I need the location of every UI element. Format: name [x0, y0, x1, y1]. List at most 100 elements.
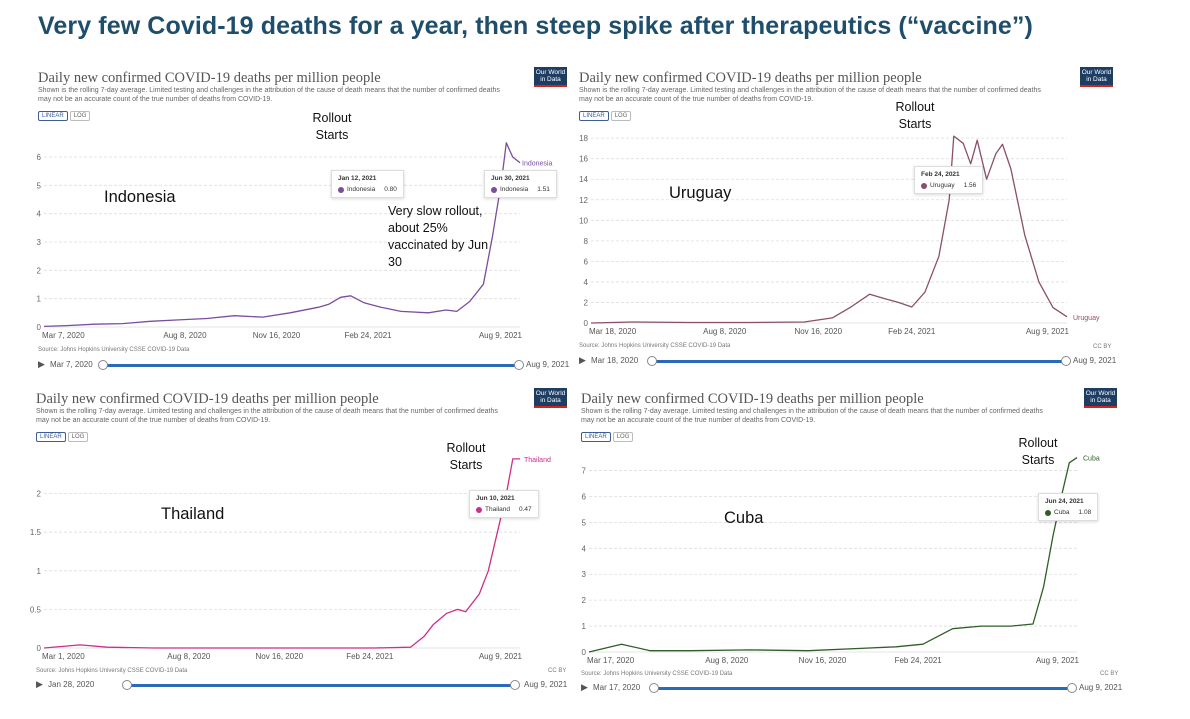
log-toggle[interactable]: LOG	[69, 111, 91, 121]
timeline-end-label: Aug 9, 2021	[526, 360, 570, 369]
y-tick-label: 10	[579, 216, 588, 225]
play-icon[interactable]: ▶	[36, 679, 43, 689]
chart-title: Daily new confirmed COVID-19 deaths per …	[36, 391, 379, 407]
linear-toggle[interactable]: LINEAR	[581, 432, 611, 442]
timeline-end-label: Aug 9, 2021	[1073, 356, 1117, 365]
timeline-start-label: Jan 28, 2020	[48, 680, 95, 689]
owid-logo[interactable]: Our World in Data	[1080, 67, 1113, 87]
y-tick-label: 0	[584, 319, 589, 328]
timeline-start-handle[interactable]	[649, 683, 659, 693]
timeline-slider[interactable]: ▶ Mar 17, 2020 Aug 9, 2021	[581, 682, 1122, 694]
country-label: Indonesia	[104, 188, 176, 206]
chart-panel-uruguay: Daily new confirmed COVID-19 deaths per …	[575, 62, 1120, 372]
x-tick-label: Aug 9, 2021	[479, 331, 523, 340]
log-toggle[interactable]: LOG	[612, 432, 634, 442]
scale-toggle: LINEAR LOG	[579, 111, 632, 121]
y-tick-label: 2	[37, 266, 42, 275]
owid-logo[interactable]: Our World in Data	[534, 67, 567, 87]
y-tick-label: 0.5	[30, 605, 42, 614]
y-tick-label: 1	[37, 567, 42, 576]
scale-toggle: LINEAR LOG	[581, 432, 634, 442]
country-label: Thailand	[161, 505, 225, 523]
slow-rollout-note: Very slow rollout, about 25% vaccinated by…	[388, 204, 489, 269]
linear-toggle[interactable]: LINEAR	[38, 111, 68, 121]
timeline-end-handle[interactable]	[510, 680, 520, 690]
owid-logo[interactable]: Our World in Data	[1084, 388, 1117, 408]
source-note: Source: Johns Hopkins University CSSE CO…	[579, 343, 731, 349]
tooltip: Jun 10, 2021 Thailand 0.47	[469, 490, 539, 518]
scale-toggle: LINEAR LOG	[36, 432, 89, 442]
country-label: Uruguay	[669, 184, 732, 202]
linear-toggle[interactable]: LINEAR	[36, 432, 66, 442]
y-tick-label: 0	[37, 323, 42, 332]
chart-subtitle: Shown is the rolling 7-day average. Limi…	[38, 87, 500, 103]
series-label: Uruguay	[1073, 315, 1100, 322]
license-label: CC BY	[548, 668, 567, 674]
timeline-start-label: Mar 17, 2020	[593, 683, 641, 692]
timeline-slider[interactable]: ▶ Jan 28, 2020 Aug 9, 2021	[36, 679, 570, 691]
x-tick-label: Nov 16, 2020	[253, 331, 301, 340]
source-note: Source: Johns Hopkins University CSSE CO…	[38, 347, 190, 353]
series-label: Cuba	[1083, 456, 1100, 463]
x-tick-label: Nov 16, 2020	[794, 327, 842, 336]
license-label: CC BY	[1093, 344, 1112, 350]
log-toggle[interactable]: LOG	[67, 432, 89, 442]
play-icon[interactable]: ▶	[579, 355, 586, 365]
y-tick-label: 5	[582, 518, 587, 527]
timeline-end-handle[interactable]	[514, 360, 524, 370]
timeline-start-handle[interactable]	[98, 360, 108, 370]
y-tick-label: 2	[582, 596, 587, 605]
scale-toggle: LINEAR LOG	[38, 111, 91, 121]
source-note: Source: Johns Hopkins University CSSE CO…	[581, 671, 733, 677]
y-tick-label: 12	[579, 196, 588, 205]
play-icon[interactable]: ▶	[581, 682, 588, 692]
y-tick-label: 6	[37, 153, 42, 162]
timeline-start-label: Mar 18, 2020	[591, 356, 639, 365]
y-tick-label: 3	[37, 238, 42, 247]
y-tick-label: 2	[37, 490, 42, 499]
log-toggle[interactable]: LOG	[610, 111, 632, 121]
chart-title: Daily new confirmed COVID-19 deaths per …	[581, 391, 924, 407]
x-tick-label: Nov 16, 2020	[255, 652, 303, 661]
chart-svg: 0 1 2 3 4 5 6 7 Mar 17, 2020 Aug 8, 2020 Nov 16, 2…	[582, 456, 1100, 665]
y-tick-label: 4	[37, 210, 42, 219]
x-tick-label: Mar 18, 2020	[589, 327, 637, 336]
y-tick-label: 4	[584, 278, 589, 287]
timeline-start-handle[interactable]	[122, 680, 132, 690]
rollout-annotation: Rollout Starts	[446, 441, 486, 472]
linear-toggle[interactable]: LINEAR	[579, 111, 609, 121]
chart-subtitle: Shown is the rolling 7-day average. Limi…	[579, 87, 1041, 103]
series-label: Thailand	[524, 457, 551, 464]
y-tick-label: 14	[579, 175, 588, 184]
chart-svg: 0 2 4 6 8 10 12 14 16 18 Mar 18, 2020 Aug 8, 2020 No…	[579, 134, 1100, 336]
x-tick-label: Aug 8, 2020	[703, 327, 747, 336]
owid-logo[interactable]: Our World in Data	[534, 388, 567, 408]
y-tick-label: 1	[582, 622, 587, 631]
tooltip: Jun 30, 2021 Indonesia 1.51	[484, 170, 557, 198]
timeline-slider[interactable]: ▶ Mar 7, 2020 Aug 9, 2021	[38, 359, 570, 371]
series-line	[590, 135, 1068, 324]
series-label: Indonesia	[522, 161, 552, 168]
timeline-end-handle[interactable]	[1061, 356, 1071, 366]
y-tick-label: 8	[584, 237, 589, 246]
series-line	[43, 142, 521, 328]
timeline-end-label: Aug 9, 2021	[524, 680, 568, 689]
y-tick-label: 3	[582, 570, 587, 579]
chart-svg: 0 1 2 3 4 5 6 Mar 7, 2020 Aug 8, 2020 Nov 16, 202…	[37, 142, 552, 340]
chart-subtitle: Shown is the rolling 7-day average. Limi…	[36, 408, 498, 424]
chart-subtitle: Shown is the rolling 7-day average. Limi…	[581, 408, 1043, 424]
y-tick-label: 6	[582, 492, 587, 501]
x-tick-label: Aug 8, 2020	[167, 652, 211, 661]
rollout-annotation: Rollout Starts	[1018, 436, 1058, 467]
headline: Very few Covid-19 deaths for a year, the…	[38, 12, 1033, 40]
play-icon[interactable]: ▶	[38, 359, 45, 369]
timeline-start-label: Mar 7, 2020	[50, 360, 93, 369]
tooltip: Jun 24, 2021 Cuba 1.08	[1038, 493, 1099, 521]
timeline-slider[interactable]: ▶ Mar 18, 2020 Aug 9, 2021	[579, 355, 1117, 367]
y-tick-label: 5	[37, 181, 42, 190]
chart-title: Daily new confirmed COVID-19 deaths per …	[579, 70, 922, 86]
timeline-end-handle[interactable]	[1067, 683, 1077, 693]
y-tick-label: 16	[579, 155, 588, 164]
timeline-start-handle[interactable]	[647, 356, 657, 366]
x-tick-label: Feb 24, 2021	[888, 327, 936, 336]
